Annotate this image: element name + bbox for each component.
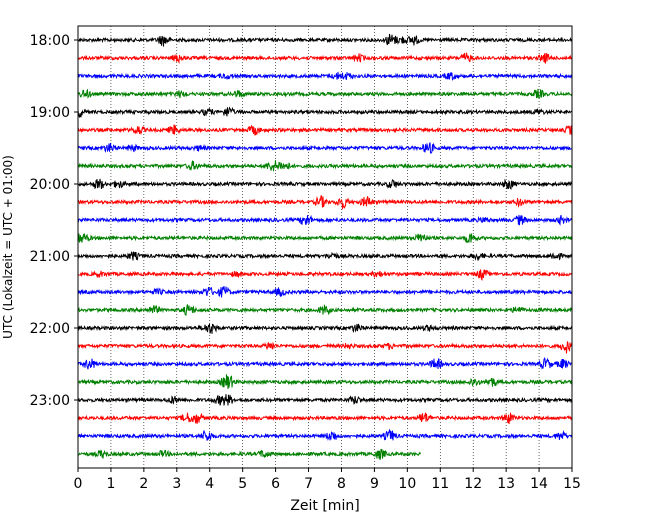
x-axis: 0 1 2 3 4 5 6 7 8 9 10 11 12 13 14 15 — [74, 468, 581, 492]
x-tick-label: 8 — [337, 476, 346, 492]
y-tick-label: 18:00 — [30, 33, 70, 49]
trace-2115 — [77, 269, 573, 281]
trace-1845 — [77, 88, 573, 100]
x-tick-label: 13 — [497, 476, 515, 492]
trace-1900 — [77, 106, 573, 118]
trace-2230 — [77, 357, 573, 370]
trace-1945 — [77, 160, 573, 172]
x-tick-label: 6 — [271, 476, 280, 492]
trace-layer — [77, 33, 573, 460]
x-tick-label: 12 — [464, 476, 482, 492]
x-tick-label: 9 — [370, 476, 379, 492]
x-tick-label: 11 — [431, 476, 449, 492]
trace-1830 — [77, 71, 573, 81]
x-tick-label: 4 — [205, 476, 214, 492]
trace-2045 — [77, 233, 573, 244]
x-tick-label: 2 — [139, 476, 148, 492]
y-tick-label: 21:00 — [30, 249, 70, 265]
x-tick-label: 3 — [172, 476, 181, 492]
x-tick-label: 14 — [530, 476, 548, 492]
trace-1800 — [77, 33, 573, 47]
trace-2315 — [77, 412, 573, 425]
trace-2200 — [77, 323, 573, 334]
x-axis-label: Zeit [min] — [290, 498, 359, 514]
x-tick-label: 1 — [106, 476, 115, 492]
y-tick-label: 19:00 — [30, 105, 70, 121]
trace-2245 — [77, 374, 573, 389]
plot-frame — [77, 25, 573, 469]
trace-2330 — [77, 428, 573, 441]
y-axis-label: UTC (Lokalzeit = UTC + 01:00) — [1, 155, 15, 339]
x-tick-label: 0 — [74, 476, 83, 492]
trace-2015 — [77, 195, 573, 210]
trace-2345 — [77, 448, 421, 460]
trace-1930 — [77, 142, 573, 154]
trace-2300 — [77, 394, 573, 406]
trace-1815 — [77, 52, 573, 65]
y-axis: 18:00 19:00 20:00 21:00 22:00 23:00 — [30, 33, 78, 409]
trace-1915 — [77, 124, 573, 136]
trace-2145 — [77, 304, 573, 316]
trace-2000 — [77, 178, 573, 190]
x-tick-label: 15 — [563, 476, 581, 492]
x-tick-label: 7 — [304, 476, 313, 492]
x-tick-label: 5 — [238, 476, 247, 492]
y-tick-label: 23:00 — [30, 393, 70, 409]
trace-2100 — [77, 251, 573, 261]
trace-2215 — [77, 341, 573, 354]
y-tick-label: 22:00 — [30, 321, 70, 337]
y-tick-label: 20:00 — [30, 177, 70, 193]
x-tick-label: 10 — [398, 476, 416, 492]
trace-2130 — [77, 286, 573, 298]
trace-2030 — [77, 214, 573, 226]
